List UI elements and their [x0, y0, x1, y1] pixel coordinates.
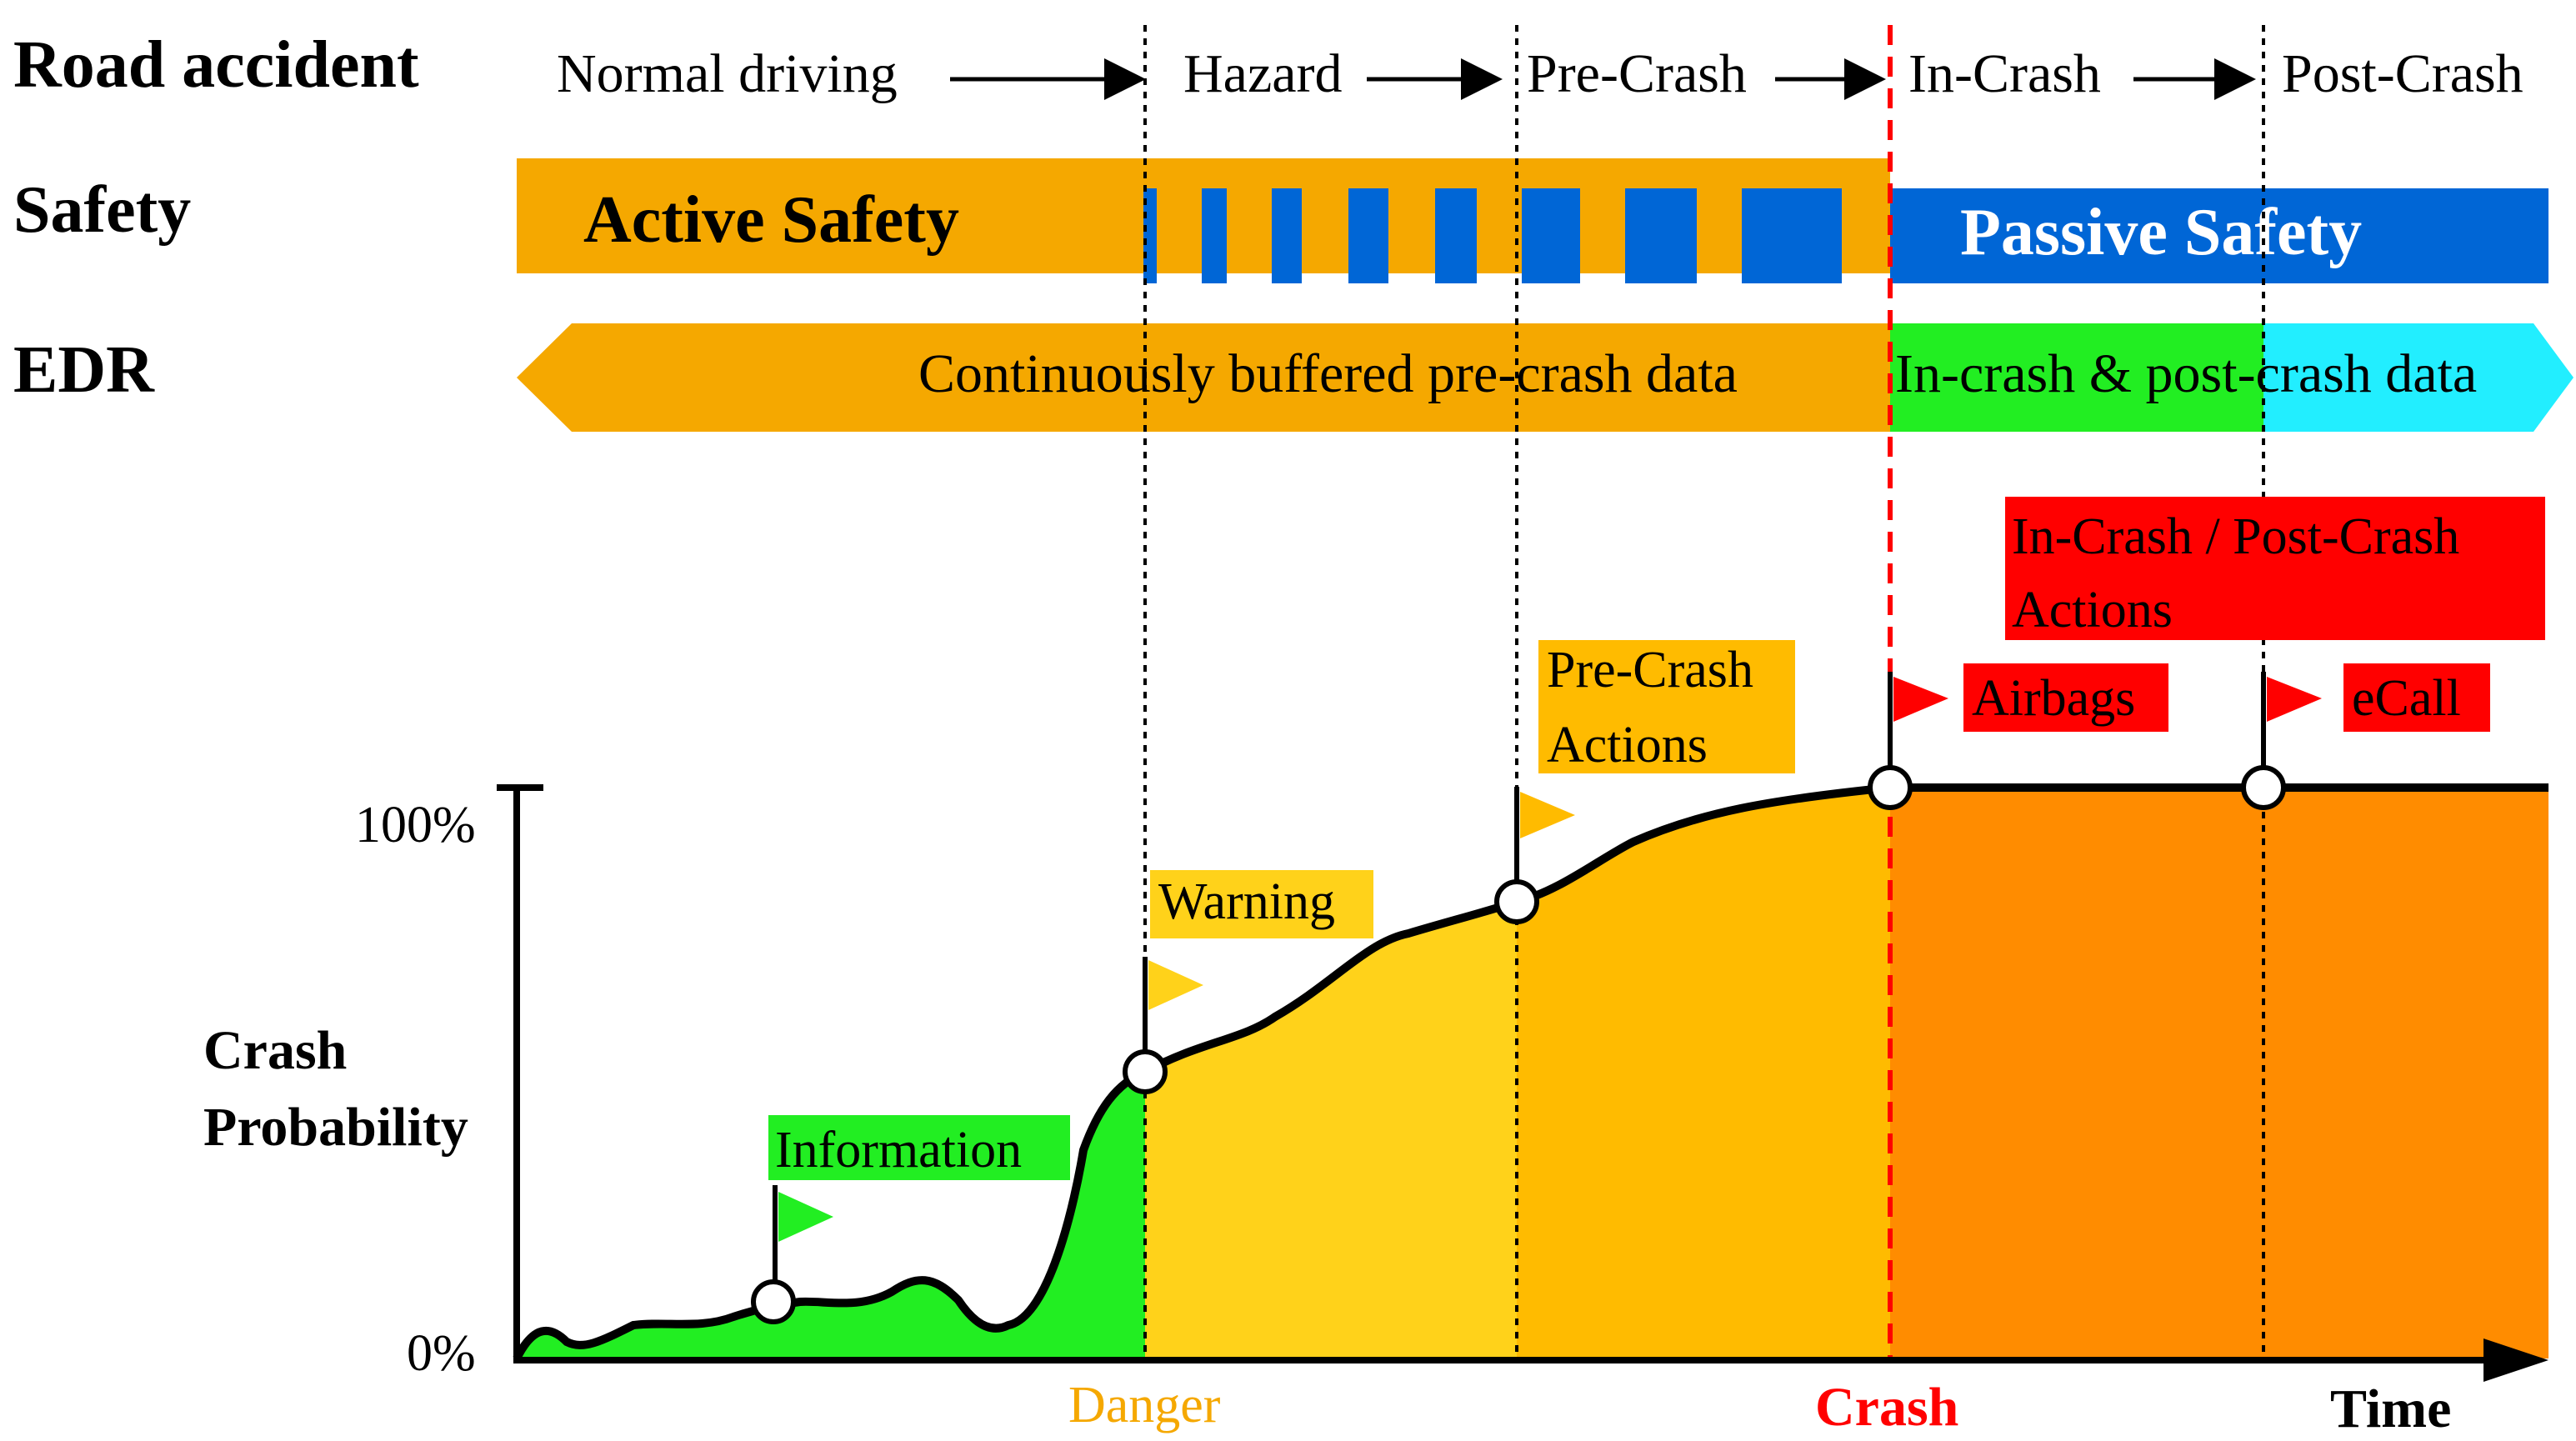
pre-crash-region	[1517, 788, 1890, 1358]
phase-normal-driving: Normal driving	[557, 43, 898, 104]
x-axis-label: Time	[2330, 1378, 2451, 1437]
in-post-crash-actions-line1: In-Crash / Post-Crash	[2012, 508, 2459, 565]
edr-pre-crash-bar	[517, 323, 1890, 432]
row-label-safety: Safety	[13, 173, 191, 247]
warning-label: Warning	[1158, 873, 1335, 930]
information-label-bg	[768, 1115, 1070, 1180]
ecall-label-bg	[2343, 663, 2490, 732]
edr-post-crash-bar	[2263, 323, 2573, 432]
crash-marker	[1868, 765, 1913, 810]
safety-transition-stripes	[1143, 188, 1842, 283]
post-crash-marker	[2241, 765, 2286, 810]
warning-label-bg	[1150, 870, 1373, 938]
active-safety-label: Active Safety	[583, 183, 959, 257]
crash-label: Crash	[1815, 1377, 1958, 1437]
pre-crash-marker	[1494, 879, 1539, 924]
phase-pre-crash: Pre-Crash	[1527, 43, 1747, 104]
in-post-crash-actions-bg	[2005, 497, 2545, 640]
edr-pre-crash-label: Continuously buffered pre-crash data	[918, 343, 1738, 404]
information-label: Information	[775, 1122, 1022, 1178]
danger-label: Danger	[1068, 1377, 1221, 1433]
phase-hazard: Hazard	[1183, 43, 1343, 104]
y-tick-0: 0%	[407, 1325, 476, 1382]
edr-in-crash-bar	[1890, 323, 2263, 432]
pre-crash-actions-line2: Actions	[1547, 717, 1708, 773]
airbags-label-bg	[1963, 663, 2168, 732]
information-marker	[751, 1279, 796, 1324]
y-axis-label-line1: Crash	[203, 1020, 347, 1081]
phase-in-crash: In-Crash	[1908, 43, 2101, 104]
in-post-crash-region	[1890, 788, 2548, 1358]
y-tick-100: 100%	[355, 797, 476, 853]
y-axis-label-line2: Probability	[203, 1097, 468, 1158]
airbags-label: Airbags	[1972, 670, 2135, 727]
row-label-edr: EDR	[13, 333, 155, 407]
in-post-crash-actions-line2: Actions	[2012, 582, 2173, 638]
pre-crash-actions-line1: Pre-Crash	[1547, 642, 1753, 698]
ecall-label: eCall	[2352, 670, 2461, 727]
danger-marker	[1123, 1049, 1168, 1094]
edr-post-crash-label: In-crash & post-crash data	[1895, 343, 2477, 404]
passive-safety-bar	[1890, 188, 2548, 283]
pre-crash-actions-bg	[1538, 640, 1795, 773]
phase-post-crash: Post-Crash	[2282, 43, 2523, 104]
information-region	[517, 1072, 1145, 1358]
x-axis-arrow-icon	[2483, 1338, 2548, 1382]
warning-region	[1145, 902, 1517, 1358]
row-label-road-accident: Road accident	[13, 28, 419, 102]
passive-safety-label: Passive Safety	[1960, 196, 2362, 269]
